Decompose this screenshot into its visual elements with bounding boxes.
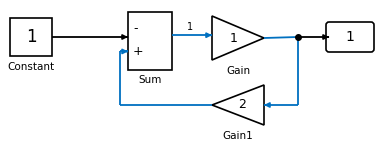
Text: 2: 2 — [238, 98, 246, 111]
Text: 1: 1 — [26, 28, 36, 46]
Text: Gain1: Gain1 — [223, 131, 253, 141]
Bar — [10, 18, 52, 56]
Text: 1: 1 — [187, 22, 193, 32]
Text: 1: 1 — [345, 30, 354, 44]
Text: 1: 1 — [230, 31, 238, 45]
Text: Constant: Constant — [7, 62, 54, 72]
Polygon shape — [212, 16, 264, 60]
Text: Sum: Sum — [138, 75, 162, 85]
Text: Gain: Gain — [226, 66, 250, 76]
Bar — [128, 12, 172, 70]
Text: +: + — [133, 45, 144, 58]
Polygon shape — [212, 85, 264, 125]
Text: -: - — [133, 22, 137, 35]
FancyBboxPatch shape — [326, 22, 374, 52]
